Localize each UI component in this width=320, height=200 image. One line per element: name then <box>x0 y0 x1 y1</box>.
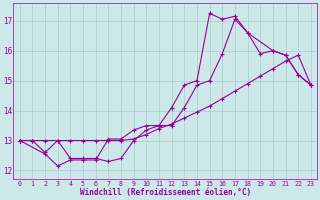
X-axis label: Windchill (Refroidissement éolien,°C): Windchill (Refroidissement éolien,°C) <box>80 188 251 197</box>
